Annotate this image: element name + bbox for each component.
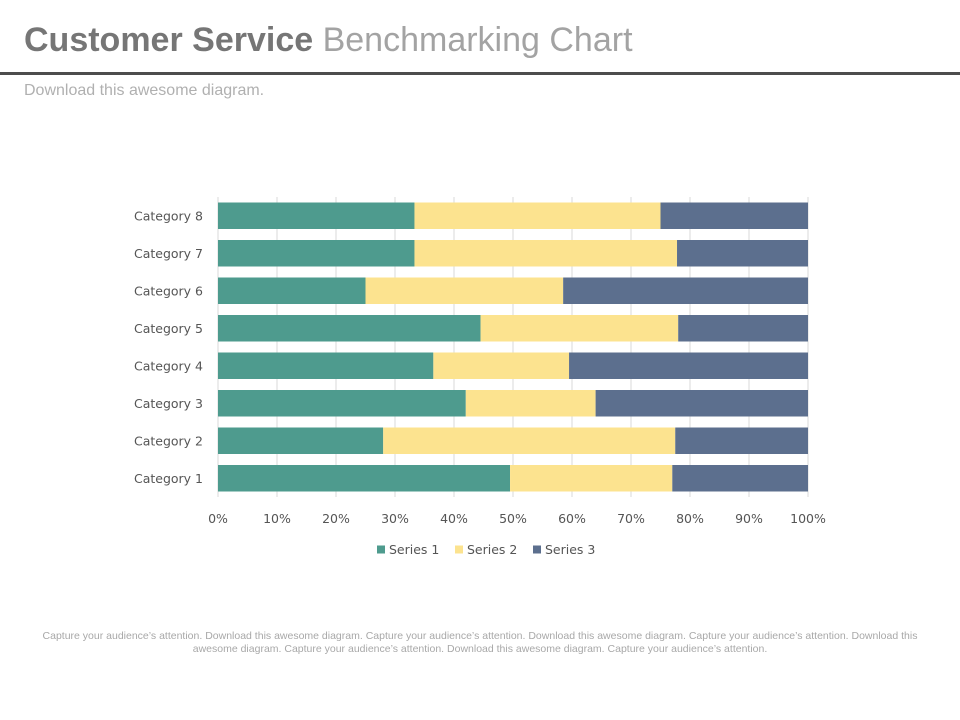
category-label: Category 1	[134, 471, 203, 486]
bar-segment-series-2	[480, 315, 679, 342]
x-tick-label: 50%	[499, 511, 527, 526]
page-title: Customer Service Benchmarking Chart	[24, 18, 633, 66]
bar-segment-series-3	[672, 465, 808, 492]
x-tick-label: 40%	[440, 511, 468, 526]
bar-segment-series-1	[218, 465, 511, 492]
category-label: Category 4	[134, 358, 203, 373]
legend-swatch	[533, 545, 541, 554]
bar-segment-series-1	[218, 352, 434, 379]
category-label: Category 8	[134, 208, 203, 223]
bar-segment-series-1	[218, 277, 366, 304]
bar-segment-series-3	[677, 240, 808, 267]
title-bold-text: Customer Service	[24, 21, 314, 59]
bar-segment-series-3	[563, 277, 808, 304]
x-tick-label: 100%	[790, 511, 826, 526]
bar-segment-series-3	[678, 315, 808, 342]
category-label: Category 5	[134, 321, 203, 336]
x-tick-label: 80%	[676, 511, 704, 526]
bar-segment-series-2	[465, 390, 596, 417]
legend-swatch	[377, 545, 385, 554]
category-label: Category 6	[134, 283, 203, 298]
bar-segment-series-2	[510, 465, 673, 492]
footer-text: Capture your audience’s attention. Downl…	[42, 630, 918, 655]
x-tick-label: 30%	[381, 511, 409, 526]
bar-segment-series-1	[218, 315, 481, 342]
x-tick-label: 90%	[735, 511, 763, 526]
bar-segment-series-1	[218, 202, 415, 229]
bar-segment-series-1	[218, 427, 384, 454]
bar-segment-series-3	[595, 390, 808, 417]
bar-segment-series-3	[569, 352, 808, 379]
bar-segment-series-3	[675, 427, 808, 454]
title-light-text: Benchmarking Chart	[322, 21, 633, 59]
title-divider	[0, 72, 960, 75]
bar-segment-series-3	[660, 202, 808, 229]
x-tick-label: 20%	[322, 511, 350, 526]
page-subtitle: Download this awesome diagram.	[24, 82, 265, 99]
x-tick-label: 0%	[208, 511, 228, 526]
category-label: Category 7	[134, 246, 203, 261]
bar-segment-series-1	[218, 390, 466, 417]
bar-segment-series-2	[365, 277, 564, 304]
legend-label: Series 2	[467, 542, 517, 557]
bar-segment-series-2	[414, 202, 661, 229]
x-tick-label: 60%	[558, 511, 586, 526]
bar-segment-series-2	[433, 352, 570, 379]
bar-segment-series-2	[383, 427, 676, 454]
bar-segment-series-2	[414, 240, 678, 267]
category-label: Category 2	[134, 433, 203, 448]
x-tick-label: 70%	[617, 511, 645, 526]
bar-segment-series-1	[218, 240, 415, 267]
legend-swatch	[455, 545, 463, 554]
x-tick-label: 10%	[263, 511, 291, 526]
category-label: Category 3	[134, 396, 203, 411]
legend-label: Series 3	[545, 542, 595, 557]
stacked-bar-chart: 0% 10% 20% 30% 40% 50% 60% 70% 80% 90% 100% Categor…	[134, 197, 826, 557]
legend-label: Series 1	[389, 542, 439, 557]
